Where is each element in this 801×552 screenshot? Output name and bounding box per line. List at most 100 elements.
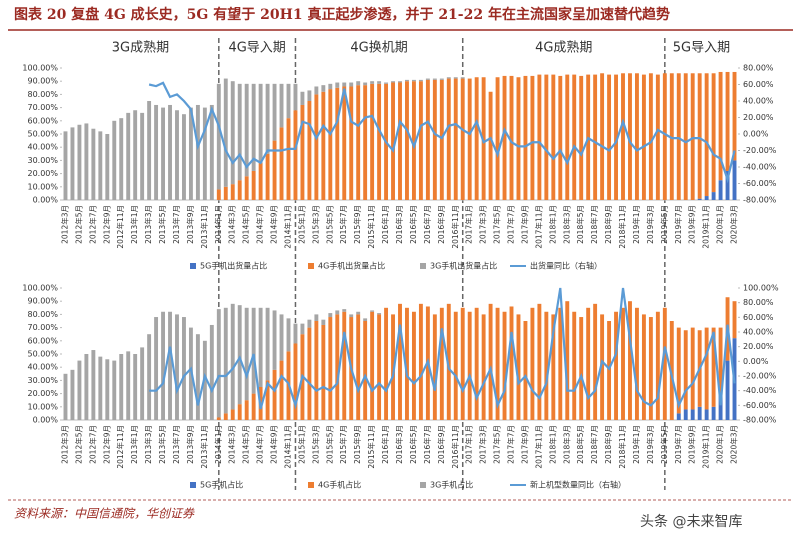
x-tick-label: 2020年1月 — [715, 205, 725, 244]
bar — [725, 71, 730, 171]
x-tick-label: 2020年1月 — [715, 425, 725, 464]
bar — [321, 319, 326, 325]
bar — [328, 83, 333, 90]
y-tick-label: 10.00% — [27, 402, 58, 411]
x-tick-label: 2018年5月 — [575, 205, 585, 244]
bar — [467, 311, 472, 420]
x-tick-label: 2016年9月 — [436, 205, 446, 244]
x-tick-label: 2017年7月 — [506, 205, 516, 244]
bar — [70, 127, 75, 200]
bar — [168, 311, 172, 420]
bar — [558, 307, 563, 420]
bar — [342, 86, 347, 200]
bar — [168, 104, 172, 200]
x-tick-label: 2018年9月 — [603, 425, 613, 464]
source: 资料来源：中国信通院，华创证券 — [14, 507, 195, 521]
bar — [98, 356, 103, 420]
bar — [662, 73, 667, 200]
bar — [453, 311, 458, 420]
bar — [732, 71, 737, 161]
x-tick-label: 2013年5月 — [157, 205, 167, 244]
legend-label: 5G手机占比 — [200, 480, 243, 490]
y2-tick-label: 40.00% — [743, 328, 774, 337]
x-tick-label: 2012年9月 — [101, 425, 111, 464]
bar — [384, 307, 389, 420]
x-tick-label: 2013年3月 — [143, 205, 153, 244]
bar — [202, 107, 207, 200]
legend-label: 5G手机出货量占比 — [200, 261, 267, 271]
bar — [607, 74, 612, 200]
bar — [258, 163, 263, 200]
y-tick-label: 100.00% — [22, 284, 58, 293]
bar — [314, 314, 319, 321]
bar — [91, 350, 96, 420]
bar — [544, 74, 549, 200]
y-tick-label: 40.00% — [27, 363, 58, 372]
bar — [669, 73, 674, 200]
bar — [265, 153, 270, 200]
bar — [467, 78, 472, 200]
x-tick-label: 2016年7月 — [422, 425, 432, 464]
bar — [439, 79, 444, 200]
bar — [112, 120, 117, 200]
bar — [307, 101, 312, 200]
bar — [711, 192, 716, 200]
x-tick-label: 2014年11月 — [282, 205, 292, 249]
y-tick-label: 90.00% — [27, 77, 58, 86]
x-tick-label: 2018年11月 — [617, 205, 627, 249]
bar — [230, 81, 235, 185]
x-tick-label: 2019年3月 — [645, 205, 655, 244]
x-tick-label: 2012年3月 — [59, 205, 69, 244]
bar — [307, 319, 312, 328]
x-tick-label: 2014年11月 — [282, 425, 292, 469]
bar — [223, 307, 228, 414]
bar — [175, 314, 179, 420]
bar — [593, 303, 598, 420]
x-tick-label: 2014年9月 — [269, 205, 279, 244]
x-tick-label: 2014年1月 — [213, 205, 223, 244]
bar — [154, 317, 159, 420]
bar — [286, 118, 291, 200]
bar — [370, 81, 375, 84]
bar — [621, 73, 625, 200]
legend-swatch — [190, 263, 196, 269]
x-tick-label: 2013年5月 — [157, 425, 167, 464]
bar — [363, 85, 368, 200]
x-tick-label: 2015年11月 — [366, 205, 376, 249]
bar — [161, 311, 166, 420]
bar — [600, 73, 605, 200]
bar — [614, 311, 618, 420]
x-tick-label: 2017年5月 — [492, 205, 502, 244]
bar — [112, 360, 117, 420]
bar — [398, 82, 402, 200]
bar — [391, 82, 395, 200]
legend-label: 4G手机出货量占比 — [318, 261, 385, 271]
x-tick-label: 2012年3月 — [59, 425, 69, 464]
bar — [460, 77, 465, 79]
bar — [237, 305, 242, 405]
bar — [530, 307, 535, 420]
bar — [662, 307, 667, 420]
bar — [84, 123, 89, 200]
legend-label: 新上机型数量同比（右轴） — [530, 480, 626, 490]
bar — [411, 81, 416, 200]
bar — [634, 307, 639, 420]
y2-tick-label: 0.00% — [743, 130, 769, 139]
x-tick-label: 2019年3月 — [645, 425, 655, 464]
x-tick-label: 2017年3月 — [478, 425, 488, 464]
bar — [398, 81, 402, 83]
bar — [425, 79, 430, 200]
bar — [704, 409, 709, 420]
x-tick-label: 2014年7月 — [255, 205, 265, 244]
bar — [147, 334, 152, 420]
bar — [293, 83, 298, 111]
y2-tick-label: -20.00% — [743, 372, 777, 381]
y-tick-label: 100.00% — [22, 64, 58, 73]
bar — [84, 354, 89, 420]
watermark: 头条 @未来智库 — [640, 513, 742, 530]
bar — [195, 104, 200, 200]
bar — [230, 303, 235, 410]
x-tick-label: 2018年1月 — [547, 425, 557, 464]
x-tick-label: 2019年9月 — [687, 425, 697, 464]
